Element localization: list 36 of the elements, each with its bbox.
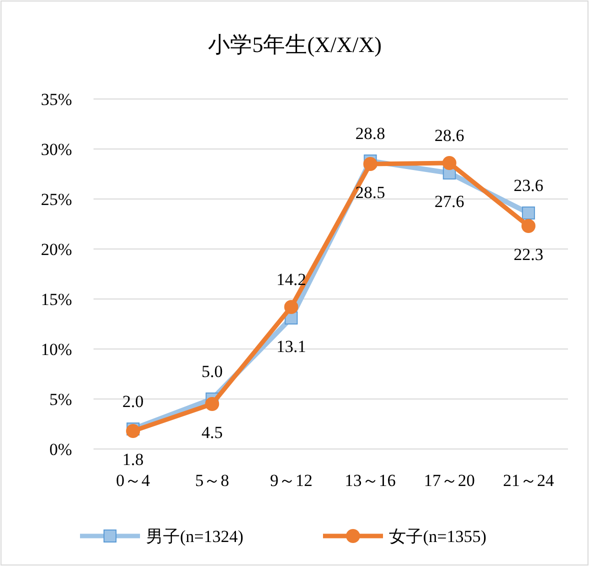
point	[522, 206, 535, 220]
data-label: 27.6	[434, 192, 464, 211]
y-tick-label: 20%	[40, 240, 72, 259]
x-tick-label: 13～16	[344, 471, 396, 490]
data-label: 28.6	[434, 126, 464, 145]
point	[205, 397, 220, 411]
x-tick-label: 9～12	[270, 471, 312, 490]
point	[363, 157, 378, 171]
point	[126, 424, 140, 438]
y-tick-label: 10%	[40, 340, 72, 359]
x-tick-label: 0～4	[116, 471, 151, 490]
data-label: 2.0	[122, 392, 144, 411]
data-label: 14.2	[276, 270, 306, 289]
data-label: 22.3	[514, 245, 544, 264]
data-label: 5.0	[202, 362, 223, 381]
data-label: 28.8	[355, 124, 386, 143]
point	[284, 300, 298, 314]
y-tick-label: 35%	[40, 90, 72, 109]
y-tick-label: 25%	[40, 190, 72, 209]
y-tick-label: 15%	[40, 290, 72, 309]
data-label: 23.6	[514, 176, 544, 195]
legend-label: 女子(n=1355)	[389, 527, 486, 546]
point	[442, 156, 456, 170]
x-tick-label: 5～8	[195, 471, 230, 490]
data-label: 4.5	[202, 423, 223, 442]
data-label: 28.5	[355, 183, 386, 202]
x-tick-label: 17～20	[424, 471, 475, 490]
data-label: 1.8	[122, 450, 144, 469]
y-tick-label: 30%	[40, 140, 72, 159]
point	[521, 219, 536, 233]
y-tick-label: 5%	[49, 390, 72, 409]
chart-title: 小学5年生(X/X/X)	[208, 32, 382, 57]
x-tick-label: 21～24	[502, 471, 554, 490]
data-label: 13.1	[276, 337, 306, 356]
y-tick-label: 0%	[49, 440, 72, 459]
legend-label: 男子(n=1324)	[146, 527, 244, 546]
